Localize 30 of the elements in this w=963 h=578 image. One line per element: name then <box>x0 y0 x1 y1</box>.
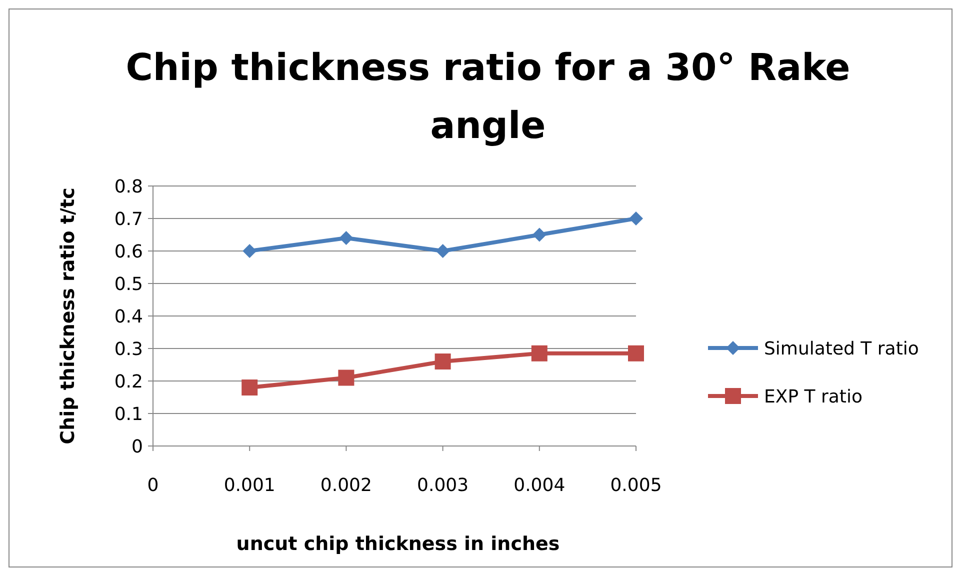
x-tick-label: 0 <box>147 475 159 496</box>
point <box>531 345 548 362</box>
x-tick-label: 0.001 <box>224 475 276 496</box>
point <box>338 370 354 386</box>
point <box>242 244 257 258</box>
y-axis-title: Chip thickness ratio t/tc <box>57 188 79 444</box>
point <box>436 244 450 258</box>
point <box>434 354 451 370</box>
x-axis-title: uncut chip thickness in inches <box>236 533 560 555</box>
point <box>242 380 258 396</box>
point <box>532 228 546 242</box>
legend-label: Simulated T ratio <box>764 338 919 360</box>
chart-title: Chip thickness ratio for a 30° Rake angle <box>126 46 850 147</box>
y-tick-label: 0.8 <box>114 176 143 198</box>
y-tick-label: 0.7 <box>114 208 143 230</box>
y-tick-label: 0.5 <box>114 274 143 295</box>
x-tick-label: 0.005 <box>610 475 662 496</box>
y-tick-label: 0.6 <box>114 241 143 262</box>
x-tick-label: 0.004 <box>514 475 566 496</box>
point <box>339 231 354 245</box>
y-tick-label: 0 <box>132 436 143 458</box>
x-tick-label: 0.002 <box>320 475 372 496</box>
y-tick-label: 0.2 <box>114 371 143 392</box>
x-tick-label: 0.003 <box>417 475 469 496</box>
legend-label: EXP T ratio <box>764 386 862 408</box>
y-tick-label: 0.4 <box>114 306 143 328</box>
y-tick-label: 0.3 <box>114 338 143 360</box>
y-tick-label: 0.1 <box>114 404 143 425</box>
point <box>629 212 643 226</box>
point <box>628 345 644 362</box>
